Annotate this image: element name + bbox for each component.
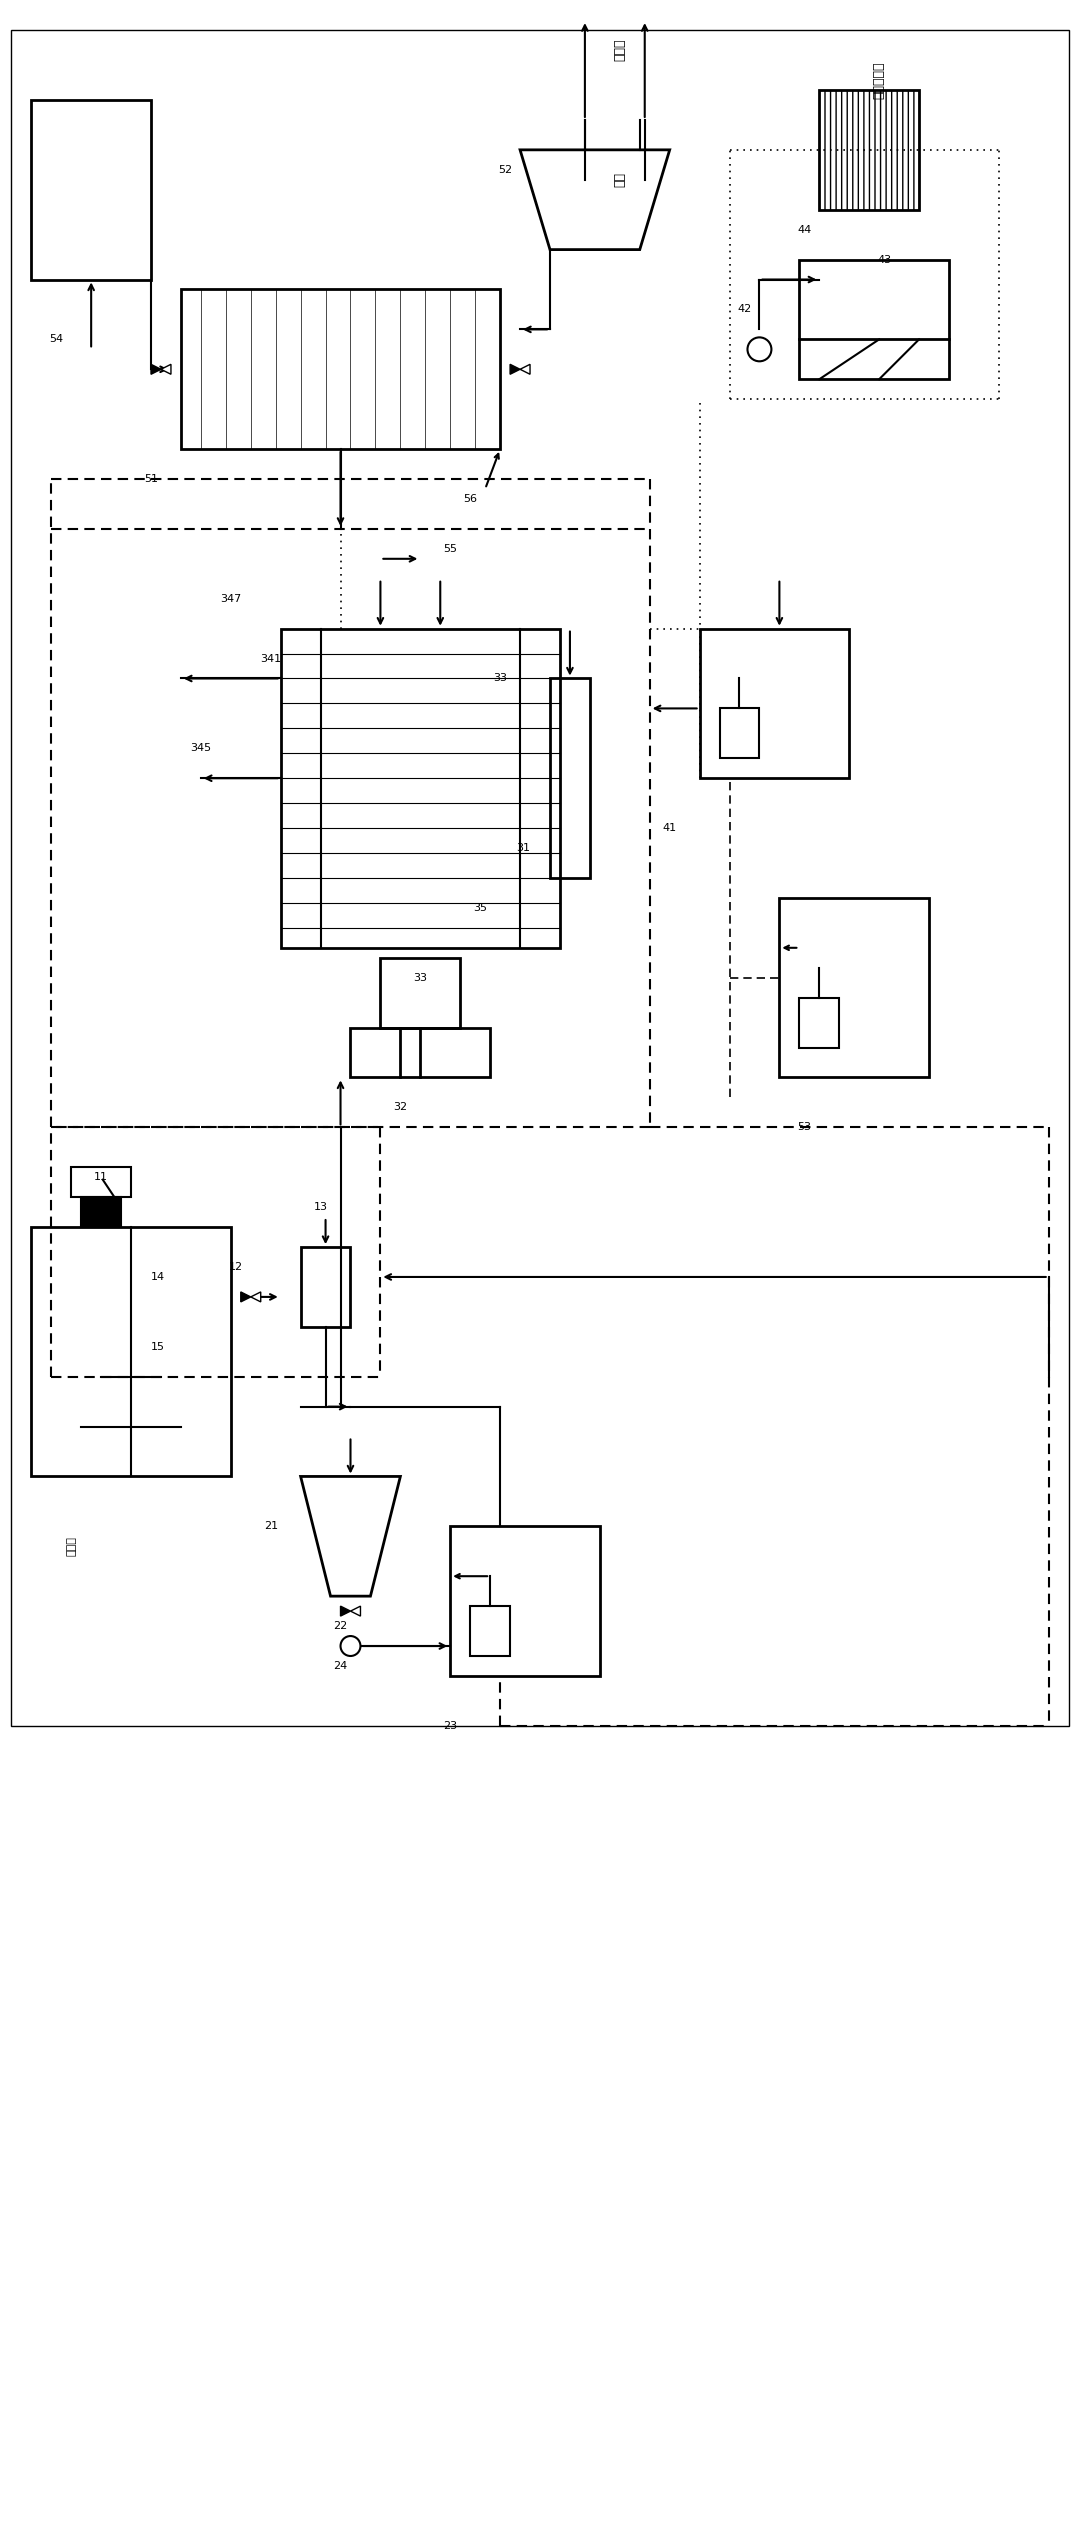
Text: 54: 54 bbox=[49, 334, 63, 344]
Bar bbox=[181, 291, 500, 450]
Text: 42: 42 bbox=[738, 303, 752, 313]
Circle shape bbox=[341, 1635, 360, 1655]
Polygon shape bbox=[520, 364, 530, 374]
Circle shape bbox=[747, 339, 771, 361]
Bar bbox=[470, 1607, 510, 1655]
Text: 31: 31 bbox=[516, 844, 530, 854]
Bar bbox=[82, 1198, 121, 1228]
Bar bbox=[11, 30, 1068, 1726]
Text: 21: 21 bbox=[263, 1521, 277, 1531]
Bar bbox=[281, 629, 560, 948]
Bar bbox=[719, 708, 759, 758]
Polygon shape bbox=[161, 364, 171, 374]
Text: 41: 41 bbox=[663, 824, 677, 834]
Bar bbox=[32, 1228, 231, 1476]
Text: 沉淀: 沉淀 bbox=[614, 172, 627, 187]
Text: 341: 341 bbox=[260, 654, 282, 665]
Text: 13: 13 bbox=[313, 1203, 327, 1213]
Polygon shape bbox=[350, 1607, 360, 1617]
Text: 347: 347 bbox=[220, 594, 242, 604]
Text: 14: 14 bbox=[151, 1271, 165, 1281]
Bar bbox=[71, 1167, 131, 1198]
Text: 24: 24 bbox=[333, 1660, 348, 1670]
Text: 44: 44 bbox=[798, 225, 812, 235]
Text: 消磨罐: 消磨罐 bbox=[66, 1536, 76, 1557]
Text: 53: 53 bbox=[798, 1122, 812, 1132]
Text: 15: 15 bbox=[151, 1342, 165, 1352]
Text: 51: 51 bbox=[144, 475, 158, 485]
Polygon shape bbox=[510, 364, 520, 374]
Text: 废液堆积槽: 废液堆积槽 bbox=[873, 61, 886, 99]
Bar bbox=[800, 260, 949, 379]
Bar bbox=[32, 101, 151, 280]
Bar bbox=[350, 1028, 490, 1077]
Bar bbox=[700, 629, 850, 778]
Bar bbox=[779, 897, 929, 1077]
Bar bbox=[381, 958, 460, 1028]
Bar bbox=[300, 1246, 350, 1327]
Text: 副产品: 副产品 bbox=[614, 38, 627, 61]
Polygon shape bbox=[520, 149, 670, 250]
Polygon shape bbox=[151, 364, 161, 374]
Text: 11: 11 bbox=[95, 1173, 108, 1183]
Text: 345: 345 bbox=[190, 743, 211, 753]
Polygon shape bbox=[300, 1476, 400, 1597]
Text: 52: 52 bbox=[498, 164, 512, 174]
Text: 56: 56 bbox=[463, 493, 478, 503]
Bar bbox=[819, 91, 919, 210]
Bar bbox=[800, 998, 839, 1049]
Text: 33: 33 bbox=[493, 675, 507, 682]
Polygon shape bbox=[250, 1291, 261, 1301]
Text: 35: 35 bbox=[473, 902, 487, 912]
Text: 23: 23 bbox=[443, 1721, 457, 1731]
Bar bbox=[450, 1526, 599, 1675]
Text: 22: 22 bbox=[333, 1622, 348, 1630]
Text: 43: 43 bbox=[877, 255, 891, 265]
Polygon shape bbox=[341, 1607, 350, 1617]
Bar bbox=[551, 677, 590, 877]
Text: 12: 12 bbox=[228, 1261, 243, 1271]
Text: 33: 33 bbox=[413, 973, 428, 983]
Text: 32: 32 bbox=[393, 1102, 407, 1112]
Text: 55: 55 bbox=[443, 543, 457, 553]
Polygon shape bbox=[240, 1291, 250, 1301]
